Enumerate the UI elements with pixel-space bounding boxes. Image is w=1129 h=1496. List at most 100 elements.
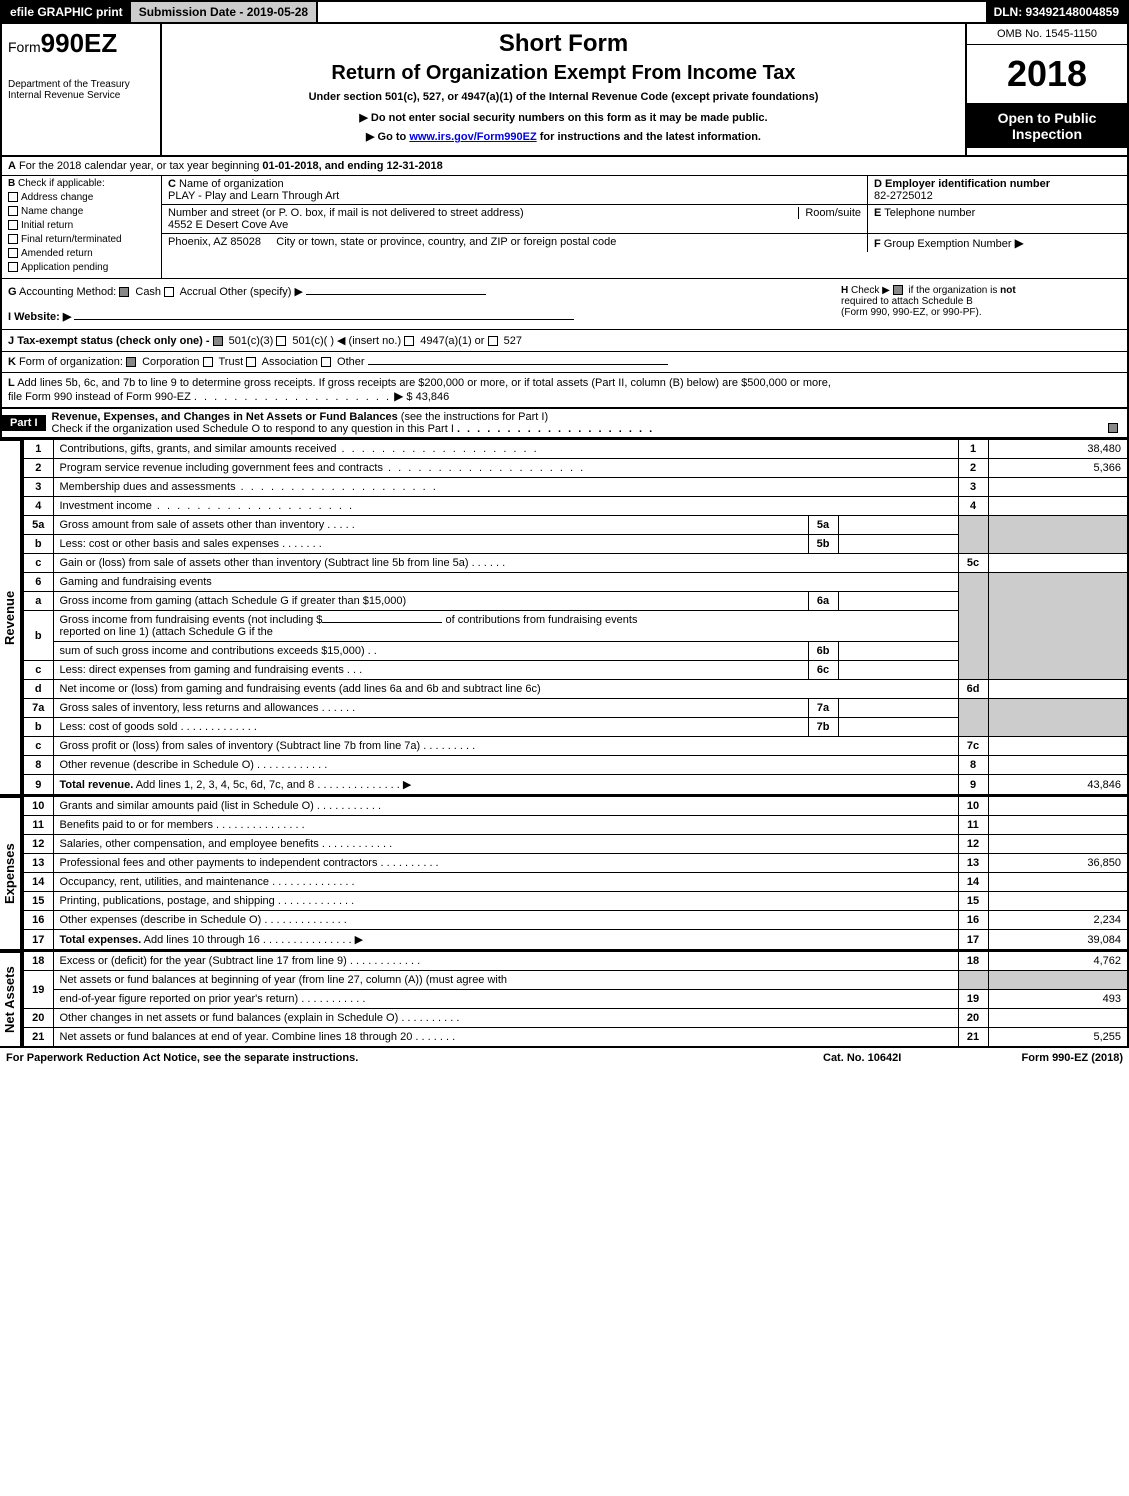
- line-desc: Less: cost of goods sold: [60, 721, 178, 733]
- table-row: 16Other expenses (describe in Schedule O…: [23, 911, 1128, 930]
- table-row: 3Membership dues and assessments3: [23, 478, 1128, 497]
- checkbox-527[interactable]: [488, 336, 498, 346]
- checkbox-name-change[interactable]: [8, 206, 18, 216]
- checkbox-application-pending[interactable]: [8, 262, 18, 272]
- irs-link[interactable]: www.irs.gov/Form990EZ: [409, 131, 536, 143]
- dept-irs: Internal Revenue Service: [8, 90, 154, 101]
- label-l: L: [8, 377, 15, 389]
- side-label-revenue: Revenue: [0, 439, 22, 796]
- mid-ref: 7b: [808, 718, 838, 737]
- line-num: d: [23, 680, 53, 699]
- line-num: c: [23, 554, 53, 573]
- checkbox-final-return[interactable]: [8, 234, 18, 244]
- street-address: 4552 E Desert Cove Ave: [168, 219, 288, 231]
- table-row: 1Contributions, gifts, grants, and simil…: [23, 440, 1128, 459]
- line-desc: Add lines 10 through 16: [144, 934, 260, 946]
- under-section: Under section 501(c), 527, or 4947(a)(1)…: [168, 91, 959, 103]
- checkbox-4947[interactable]: [404, 336, 414, 346]
- form-org-label: Form of organization:: [19, 356, 123, 368]
- checkbox-trust[interactable]: [203, 357, 213, 367]
- line-num: 16: [23, 911, 53, 930]
- table-row: 19Net assets or fund balances at beginni…: [23, 971, 1128, 990]
- mid-ref: 7a: [808, 699, 838, 718]
- line-ref: 19: [958, 990, 988, 1009]
- line-desc: Gross sales of inventory, less returns a…: [60, 702, 319, 714]
- line-num: 21: [23, 1028, 53, 1048]
- line-val: 39,084: [988, 930, 1128, 951]
- line-num: 14: [23, 873, 53, 892]
- label-c: C: [168, 178, 176, 190]
- checkbox-other-org[interactable]: [321, 357, 331, 367]
- table-row: 14Occupancy, rent, utilities, and mainte…: [23, 873, 1128, 892]
- checkbox-schedule-o[interactable]: [1108, 423, 1118, 433]
- label-h: H: [841, 285, 848, 296]
- label-j: J: [8, 335, 14, 347]
- addr-label: Number and street (or P. O. box, if mail…: [168, 207, 524, 219]
- label-cash: Cash: [135, 286, 161, 298]
- l-text1: Add lines 5b, 6c, and 7b to line 9 to de…: [17, 377, 831, 389]
- line-desc: Investment income: [60, 500, 152, 512]
- line-desc3: reported on line 1) (attach Schedule G i…: [60, 626, 273, 638]
- checkbox-initial-return[interactable]: [8, 220, 18, 230]
- line-desc: Salaries, other compensation, and employ…: [60, 838, 319, 850]
- goto-post: for instructions and the latest informat…: [537, 131, 761, 143]
- label-a: A: [8, 160, 16, 172]
- label-527: 527: [504, 335, 522, 347]
- line-ref: 21: [958, 1028, 988, 1048]
- label-501c: 501(c)( ) ◀ (insert no.): [292, 335, 401, 347]
- line-num: 1: [23, 440, 53, 459]
- line-desc: Program service revenue including govern…: [60, 462, 383, 474]
- line-desc: Other revenue (describe in Schedule O): [60, 759, 254, 771]
- checkbox-accrual[interactable]: [164, 287, 174, 297]
- line-val: 43,846: [988, 775, 1128, 796]
- catalog-number: Cat. No. 10642I: [823, 1052, 963, 1064]
- label-accrual: Accrual: [180, 286, 217, 298]
- h-text4: (Form 990, 990-EZ, or 990-PF).: [841, 307, 982, 318]
- line-ref: 9: [958, 775, 988, 796]
- line-ref: 15: [958, 892, 988, 911]
- goto-pre: ▶ Go to: [366, 131, 409, 143]
- revenue-table: 1Contributions, gifts, grants, and simil…: [22, 439, 1129, 796]
- checkbox-amended-return[interactable]: [8, 248, 18, 258]
- checkbox-501c[interactable]: [276, 336, 286, 346]
- tax-year-begin: 01-01-2018: [262, 160, 318, 172]
- line-num: 18: [23, 952, 53, 971]
- part-1-label: Part I: [2, 415, 46, 431]
- label-name-change: Name change: [21, 206, 83, 217]
- city-state-zip: Phoenix, AZ 85028: [168, 236, 261, 248]
- table-row: 18Excess or (deficit) for the year (Subt…: [23, 952, 1128, 971]
- line-desc: Gain or (loss) from sale of assets other…: [60, 557, 469, 569]
- return-title: Return of Organization Exempt From Incom…: [168, 62, 959, 85]
- checkbox-h[interactable]: [893, 285, 903, 295]
- line-desc-bold: Total expenses.: [60, 934, 142, 946]
- mid-ref: 5b: [808, 535, 838, 554]
- label-4947: 4947(a)(1) or: [420, 335, 484, 347]
- label-e: E: [874, 207, 881, 219]
- line-val: [988, 554, 1128, 573]
- checkbox-corporation[interactable]: [126, 357, 136, 367]
- label-d: D: [874, 178, 882, 190]
- checkbox-association[interactable]: [246, 357, 256, 367]
- table-row: 6Gaming and fundraising events: [23, 573, 1128, 592]
- ssn-warning: ▶ Do not enter social security numbers o…: [168, 111, 959, 124]
- checkbox-address-change[interactable]: [8, 192, 18, 202]
- line-ref: 12: [958, 835, 988, 854]
- netassets-table: 18Excess or (deficit) for the year (Subt…: [22, 951, 1129, 1048]
- label-k: K: [8, 356, 16, 368]
- checkbox-cash[interactable]: [119, 287, 129, 297]
- row-a-pre: For the 2018 calendar year, or tax year …: [19, 160, 262, 172]
- dln: DLN: 93492148004859: [986, 2, 1127, 22]
- open-public: Open to Public Inspection: [967, 104, 1127, 148]
- line-num: 10: [23, 797, 53, 816]
- checkbox-501c3[interactable]: [213, 336, 223, 346]
- line-desc: Add lines 1, 2, 3, 4, 5c, 6d, 7c, and 8: [136, 779, 315, 791]
- line-ref: 1: [958, 440, 988, 459]
- check-applicable: Check if applicable:: [18, 178, 105, 189]
- form-code: Form990EZ: [8, 28, 154, 59]
- part-1-header: Part I Revenue, Expenses, and Changes in…: [0, 408, 1129, 439]
- h-check: Check ▶: [851, 285, 890, 296]
- line-num: 3: [23, 478, 53, 497]
- label-f: F: [874, 238, 881, 250]
- table-row: 11Benefits paid to or for members . . . …: [23, 816, 1128, 835]
- table-row: 2Program service revenue including gover…: [23, 459, 1128, 478]
